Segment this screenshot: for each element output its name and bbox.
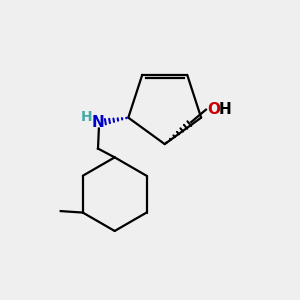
Text: N: N <box>92 115 104 130</box>
Text: O: O <box>207 102 220 117</box>
Text: H: H <box>218 102 231 117</box>
Text: H: H <box>80 110 92 124</box>
